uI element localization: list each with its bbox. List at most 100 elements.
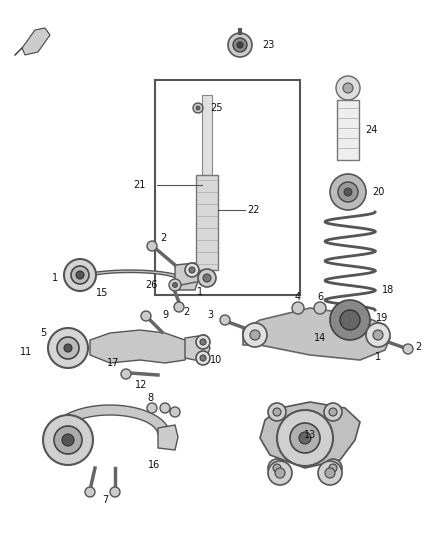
- Circle shape: [57, 337, 79, 359]
- Polygon shape: [175, 263, 200, 290]
- Text: 2: 2: [160, 233, 166, 243]
- Text: 10: 10: [210, 355, 222, 365]
- Circle shape: [147, 241, 157, 251]
- Circle shape: [76, 271, 84, 279]
- Circle shape: [290, 423, 320, 453]
- Circle shape: [366, 323, 390, 347]
- Text: 24: 24: [365, 125, 378, 135]
- Circle shape: [324, 459, 342, 477]
- Circle shape: [196, 351, 210, 365]
- Circle shape: [220, 315, 230, 325]
- Polygon shape: [260, 402, 360, 468]
- Circle shape: [329, 464, 337, 472]
- Circle shape: [343, 83, 353, 93]
- Text: 8: 8: [147, 393, 153, 403]
- Circle shape: [403, 344, 413, 354]
- Circle shape: [250, 330, 260, 340]
- Circle shape: [325, 468, 335, 478]
- Circle shape: [54, 426, 82, 454]
- Circle shape: [64, 344, 72, 352]
- Circle shape: [324, 403, 342, 421]
- Text: 11: 11: [20, 347, 32, 357]
- Text: 5: 5: [40, 328, 46, 338]
- Text: 20: 20: [372, 187, 385, 197]
- Circle shape: [110, 487, 120, 497]
- Text: 23: 23: [262, 40, 274, 50]
- Circle shape: [340, 310, 360, 330]
- Circle shape: [233, 38, 247, 52]
- Circle shape: [200, 355, 206, 361]
- Text: 2: 2: [183, 307, 189, 317]
- Bar: [202, 95, 212, 175]
- Circle shape: [85, 487, 95, 497]
- Circle shape: [141, 311, 151, 321]
- Text: 15: 15: [96, 288, 108, 298]
- Text: 25: 25: [210, 103, 223, 113]
- Circle shape: [268, 461, 292, 485]
- Circle shape: [203, 274, 211, 282]
- Circle shape: [243, 323, 267, 347]
- Circle shape: [329, 408, 337, 416]
- Bar: [196, 175, 218, 270]
- Text: 3: 3: [207, 310, 213, 320]
- Bar: [155, 80, 300, 295]
- Circle shape: [330, 300, 370, 340]
- Text: 9: 9: [162, 310, 168, 320]
- Circle shape: [71, 266, 89, 284]
- Circle shape: [174, 302, 184, 312]
- Text: 26: 26: [145, 280, 158, 290]
- Circle shape: [277, 410, 333, 466]
- Circle shape: [330, 174, 366, 210]
- Polygon shape: [51, 405, 170, 434]
- Circle shape: [147, 403, 157, 413]
- Text: 1: 1: [52, 273, 58, 283]
- Text: 1: 1: [197, 287, 203, 297]
- Circle shape: [268, 403, 286, 421]
- Polygon shape: [243, 308, 390, 360]
- Circle shape: [169, 279, 181, 291]
- Circle shape: [292, 302, 304, 314]
- Circle shape: [189, 267, 195, 273]
- Circle shape: [48, 328, 88, 368]
- Text: 2: 2: [415, 342, 421, 352]
- Circle shape: [299, 432, 311, 444]
- Circle shape: [193, 103, 203, 113]
- Circle shape: [344, 188, 352, 196]
- Text: 22: 22: [247, 205, 259, 215]
- Circle shape: [185, 263, 199, 277]
- Circle shape: [268, 459, 286, 477]
- Text: 1: 1: [375, 352, 381, 362]
- Circle shape: [228, 33, 252, 57]
- Circle shape: [200, 339, 206, 345]
- Text: 16: 16: [148, 460, 160, 470]
- Polygon shape: [22, 28, 50, 55]
- Circle shape: [160, 403, 170, 413]
- Circle shape: [273, 408, 281, 416]
- Text: 12: 12: [135, 380, 147, 390]
- Circle shape: [43, 415, 93, 465]
- Circle shape: [314, 302, 326, 314]
- Circle shape: [64, 259, 96, 291]
- Circle shape: [275, 468, 285, 478]
- Text: 7: 7: [102, 495, 108, 505]
- Circle shape: [338, 182, 358, 202]
- Polygon shape: [185, 335, 210, 362]
- Text: 6: 6: [317, 292, 323, 302]
- Circle shape: [373, 330, 383, 340]
- Polygon shape: [158, 425, 178, 450]
- Text: 19: 19: [376, 313, 388, 323]
- Text: 18: 18: [382, 285, 394, 295]
- Circle shape: [62, 434, 74, 446]
- Text: 21: 21: [133, 180, 145, 190]
- Circle shape: [336, 76, 360, 100]
- Polygon shape: [78, 270, 185, 279]
- Circle shape: [121, 369, 131, 379]
- Text: 13: 13: [304, 430, 316, 440]
- Circle shape: [196, 106, 200, 110]
- Circle shape: [198, 269, 216, 287]
- Text: 17: 17: [107, 358, 120, 368]
- Circle shape: [318, 461, 342, 485]
- Text: 14: 14: [314, 333, 326, 343]
- Circle shape: [173, 282, 177, 287]
- Bar: [337, 100, 359, 160]
